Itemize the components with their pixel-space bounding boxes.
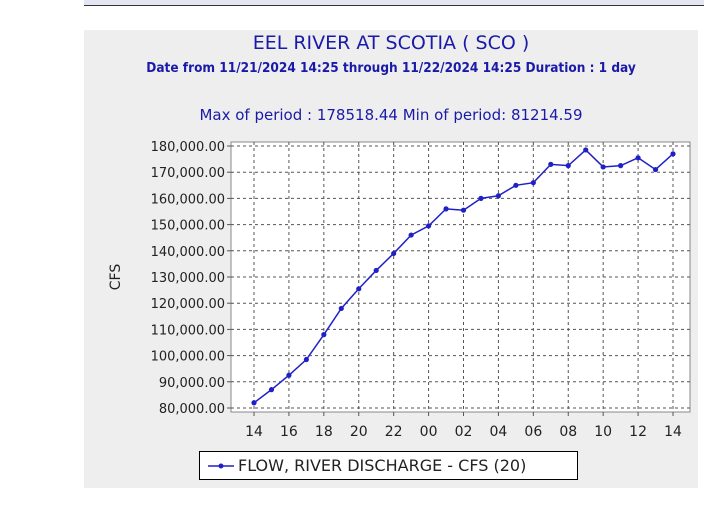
- data-point: [618, 163, 624, 169]
- y-tick-label: 110,000.00: [151, 323, 225, 338]
- y-tick-label: 140,000.00: [151, 245, 225, 260]
- y-axis-label: CFS: [108, 264, 124, 291]
- data-point: [478, 195, 484, 201]
- data-point: [303, 356, 309, 363]
- x-tick-label: 04: [490, 424, 508, 440]
- data-point: [460, 207, 467, 213]
- x-tick-label: 12: [629, 424, 647, 440]
- x-tick-label: 08: [559, 424, 577, 440]
- data-point: [338, 305, 344, 312]
- y-tick-label: 130,000.00: [151, 271, 225, 286]
- line-chart: 80,000.00 90,000.00 100,000.00 110,000.00 12…: [108, 140, 691, 440]
- data-point: [548, 161, 554, 167]
- y-tick-label: 160,000.00: [151, 192, 225, 207]
- data-point: [286, 372, 292, 378]
- y-tick-label: 150,000.00: [151, 219, 225, 234]
- x-tick-label: 14: [245, 424, 263, 440]
- data-point: [652, 166, 659, 173]
- x-tick-label: 02: [455, 424, 473, 440]
- data-point: [443, 206, 449, 212]
- data-point: [565, 163, 571, 169]
- data-point: [530, 180, 536, 186]
- data-point: [495, 193, 502, 199]
- y-tick-label: 80,000.00: [159, 402, 225, 417]
- y-tick-label: 120,000.00: [151, 297, 225, 312]
- data-point: [513, 182, 519, 188]
- y-tick-label: 100,000.00: [151, 350, 225, 365]
- x-tick-label: 00: [420, 424, 438, 440]
- x-tick-label: 16: [280, 424, 298, 440]
- chart-subtitle: Date from 11/21/2024 14:25 through 11/22…: [146, 60, 636, 76]
- top-strip: [84, 0, 704, 6]
- legend: FLOW, RIVER DISCHARGE - CFS (20): [199, 451, 578, 480]
- data-point: [408, 232, 414, 238]
- data-point: [251, 400, 257, 406]
- chart-panel: EEL RIVER AT SCOTIA ( SCO ) Date from 11…: [84, 30, 698, 488]
- x-tick-label: 18: [315, 424, 333, 440]
- data-point: [600, 164, 606, 170]
- x-tick-label: 06: [524, 424, 542, 440]
- legend-line-icon: [208, 463, 234, 468]
- data-point: [391, 250, 397, 257]
- x-tick-label: 20: [350, 424, 368, 440]
- data-point: [670, 151, 676, 157]
- data-point: [268, 387, 275, 393]
- data-point: [356, 286, 362, 292]
- data-point: [583, 147, 589, 153]
- x-tick-label: 14: [664, 424, 682, 440]
- x-tick-label: 22: [385, 424, 403, 440]
- y-tick-label: 180,000.00: [151, 140, 225, 155]
- y-tick-label: 90,000.00: [159, 376, 225, 391]
- legend-label: FLOW, RIVER DISCHARGE - CFS (20): [238, 456, 527, 475]
- data-point: [635, 155, 641, 161]
- period-stats: Max of period : 178518.44 Min of period:…: [199, 106, 583, 124]
- data-point: [373, 267, 379, 274]
- x-tick-label: 10: [594, 424, 612, 440]
- y-tick-label: 170,000.00: [151, 166, 225, 181]
- chart-title: EEL RIVER AT SCOTIA ( SCO ): [252, 32, 530, 54]
- data-point: [425, 223, 432, 229]
- data-point: [321, 332, 327, 338]
